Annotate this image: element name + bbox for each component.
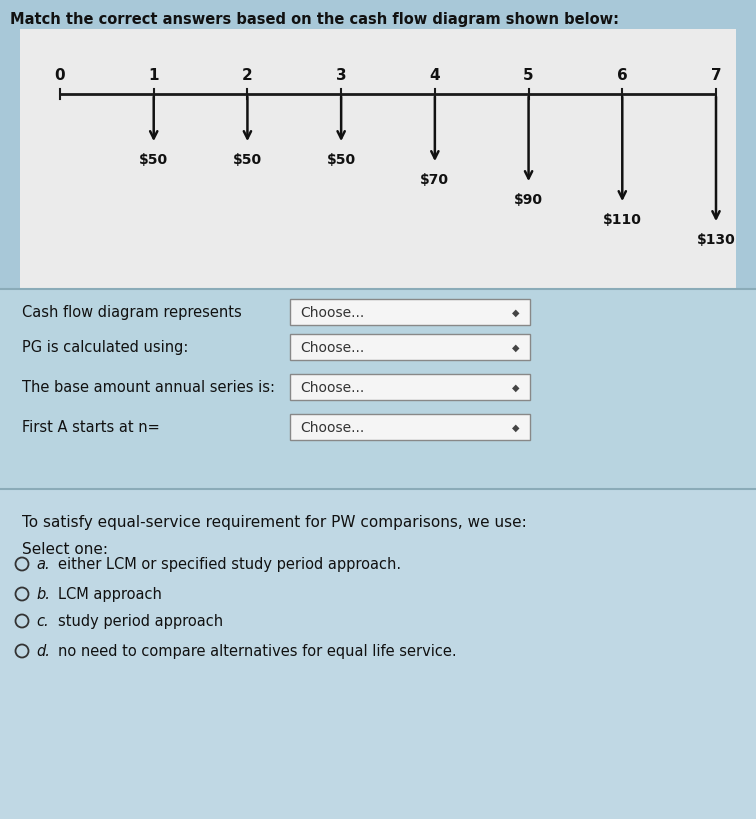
Text: c.: c. xyxy=(36,613,48,629)
Text: Match the correct answers based on the cash flow diagram shown below:: Match the correct answers based on the c… xyxy=(10,12,619,27)
Text: b.: b. xyxy=(36,586,50,602)
Text: Choose...: Choose... xyxy=(300,420,364,434)
Bar xyxy=(290,374,530,400)
Text: Choose...: Choose... xyxy=(300,381,364,395)
Text: $110: $110 xyxy=(603,213,642,227)
Bar xyxy=(290,300,530,326)
Text: Select one:: Select one: xyxy=(22,541,108,556)
Text: ◆: ◆ xyxy=(513,308,520,318)
Text: 0: 0 xyxy=(54,68,65,83)
Text: ◆: ◆ xyxy=(513,423,520,432)
Text: $90: $90 xyxy=(514,192,543,206)
Text: ◆: ◆ xyxy=(513,382,520,392)
Text: $70: $70 xyxy=(420,173,449,187)
Text: To satisfy equal-service requirement for PW comparisons, we use:: To satisfy equal-service requirement for… xyxy=(22,514,527,529)
Text: Cash flow diagram represents: Cash flow diagram represents xyxy=(22,305,242,320)
Bar xyxy=(0,290,756,490)
Bar xyxy=(20,30,736,290)
Text: 5: 5 xyxy=(523,68,534,83)
Text: ◆: ◆ xyxy=(513,342,520,352)
Text: 2: 2 xyxy=(242,68,253,83)
Bar xyxy=(0,490,756,819)
Text: $50: $50 xyxy=(327,153,356,167)
Text: Choose...: Choose... xyxy=(300,341,364,355)
Text: d.: d. xyxy=(36,644,50,658)
Text: PG is calculated using:: PG is calculated using: xyxy=(22,340,188,355)
Text: 1: 1 xyxy=(148,68,159,83)
Bar xyxy=(290,414,530,441)
Text: a.: a. xyxy=(36,557,50,572)
Text: either LCM or specified study period approach.: either LCM or specified study period app… xyxy=(58,557,401,572)
Text: 6: 6 xyxy=(617,68,627,83)
Text: First A starts at n=: First A starts at n= xyxy=(22,420,160,435)
Text: no need to compare alternatives for equal life service.: no need to compare alternatives for equa… xyxy=(58,644,457,658)
Text: 4: 4 xyxy=(429,68,440,83)
Text: $50: $50 xyxy=(139,153,169,167)
Text: 3: 3 xyxy=(336,68,346,83)
Text: study period approach: study period approach xyxy=(58,613,223,629)
Text: LCM approach: LCM approach xyxy=(58,586,162,602)
Text: The base amount annual series is:: The base amount annual series is: xyxy=(22,380,275,395)
Text: $130: $130 xyxy=(696,233,736,247)
Text: $50: $50 xyxy=(233,153,262,167)
Bar xyxy=(290,335,530,360)
Text: 7: 7 xyxy=(711,68,721,83)
Text: Choose...: Choose... xyxy=(300,305,364,319)
